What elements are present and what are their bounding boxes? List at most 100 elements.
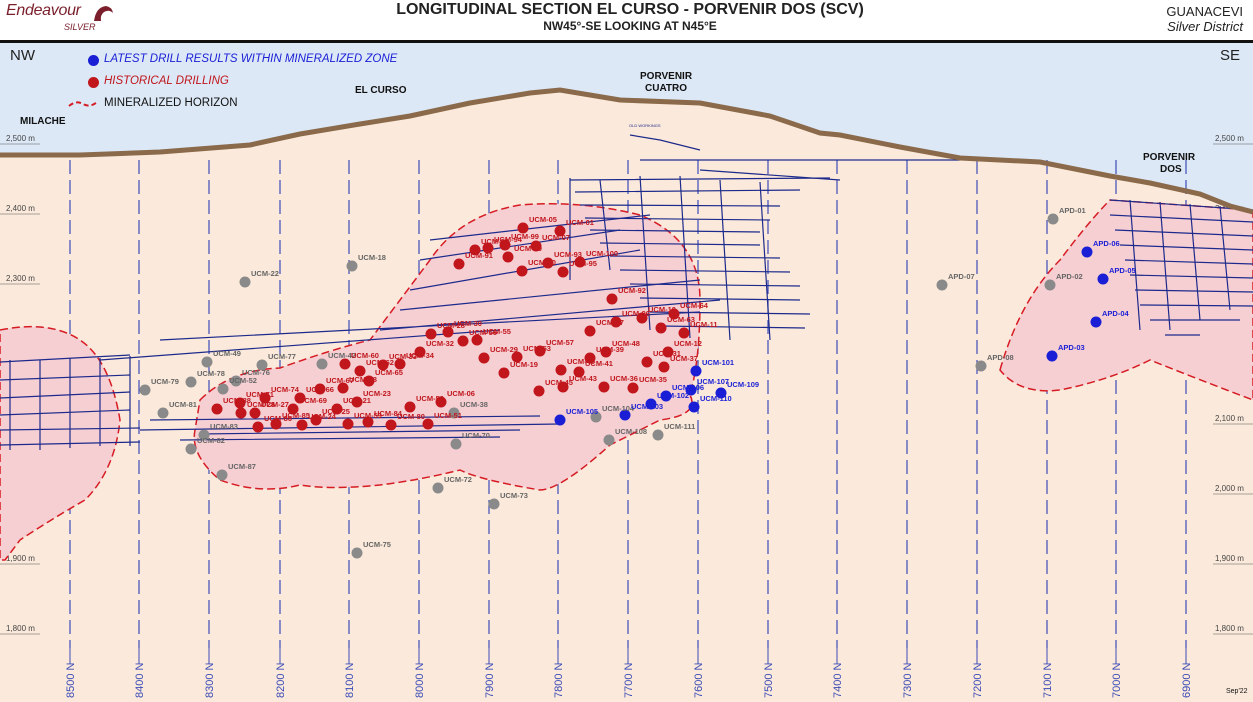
historical-drill-hole[interactable]	[339, 358, 351, 370]
latest-drill-hole[interactable]	[645, 398, 657, 410]
historical-drill-hole[interactable]	[453, 258, 465, 270]
historical-drill-hole[interactable]	[600, 346, 612, 358]
historical-drill-hole[interactable]	[606, 293, 618, 305]
latest-drill-hole[interactable]	[660, 390, 672, 402]
barren-drill-hole[interactable]	[157, 407, 169, 419]
historical-drill-hole[interactable]	[482, 242, 494, 254]
historical-drill-hole[interactable]	[294, 392, 306, 404]
historical-drill-hole[interactable]	[627, 382, 639, 394]
latest-drill-hole[interactable]	[688, 401, 700, 413]
historical-drill-hole[interactable]	[668, 308, 680, 320]
historical-drill-hole[interactable]	[310, 414, 322, 426]
latest-drill-hole[interactable]	[1090, 316, 1102, 328]
historical-drill-hole[interactable]	[259, 392, 271, 404]
historical-drill-hole[interactable]	[478, 352, 490, 364]
historical-drill-hole[interactable]	[598, 381, 610, 393]
historical-drill-hole[interactable]	[457, 335, 469, 347]
barren-drill-hole[interactable]	[590, 411, 602, 423]
historical-drill-hole[interactable]	[234, 397, 246, 409]
historical-drill-hole[interactable]	[498, 367, 510, 379]
historical-drill-hole[interactable]	[516, 265, 528, 277]
historical-drill-hole[interactable]	[511, 351, 523, 363]
barren-drill-hole[interactable]	[975, 360, 987, 372]
historical-drill-hole[interactable]	[351, 396, 363, 408]
historical-drill-hole[interactable]	[655, 322, 667, 334]
latest-drill-hole[interactable]	[1046, 350, 1058, 362]
historical-drill-hole[interactable]	[331, 403, 343, 415]
historical-drill-hole[interactable]	[314, 383, 326, 395]
historical-drill-hole[interactable]	[658, 361, 670, 373]
historical-drill-hole[interactable]	[557, 381, 569, 393]
barren-drill-hole[interactable]	[448, 407, 460, 419]
barren-drill-hole[interactable]	[216, 469, 228, 481]
latest-drill-hole[interactable]	[715, 387, 727, 399]
historical-drill-hole[interactable]	[414, 346, 426, 358]
barren-drill-hole[interactable]	[230, 375, 242, 387]
historical-drill-hole[interactable]	[287, 403, 299, 415]
barren-drill-hole[interactable]	[185, 376, 197, 388]
historical-drill-hole[interactable]	[554, 225, 566, 237]
latest-drill-hole[interactable]	[619, 409, 631, 421]
barren-drill-hole[interactable]	[217, 383, 229, 395]
historical-drill-hole[interactable]	[442, 326, 454, 338]
historical-drill-hole[interactable]	[557, 266, 569, 278]
historical-drill-hole[interactable]	[404, 401, 416, 413]
latest-drill-hole[interactable]	[1081, 246, 1093, 258]
historical-drill-hole[interactable]	[471, 334, 483, 346]
historical-drill-hole[interactable]	[252, 421, 264, 433]
historical-drill-hole[interactable]	[422, 418, 434, 430]
barren-drill-hole[interactable]	[256, 359, 268, 371]
barren-drill-hole[interactable]	[239, 276, 251, 288]
historical-drill-hole[interactable]	[678, 327, 690, 339]
historical-drill-hole[interactable]	[377, 359, 389, 371]
barren-drill-hole[interactable]	[652, 429, 664, 441]
barren-drill-hole[interactable]	[1047, 213, 1059, 225]
historical-drill-hole[interactable]	[342, 418, 354, 430]
historical-drill-hole[interactable]	[337, 382, 349, 394]
barren-drill-hole[interactable]	[185, 443, 197, 455]
historical-drill-hole[interactable]	[296, 419, 308, 431]
historical-drill-hole[interactable]	[534, 345, 546, 357]
historical-drill-hole[interactable]	[235, 407, 247, 419]
historical-drill-hole[interactable]	[270, 418, 282, 430]
historical-drill-hole[interactable]	[499, 239, 511, 251]
latest-drill-hole[interactable]	[685, 384, 697, 396]
barren-drill-hole[interactable]	[936, 279, 948, 291]
barren-drill-hole[interactable]	[603, 434, 615, 446]
historical-drill-hole[interactable]	[610, 316, 622, 328]
historical-drill-hole[interactable]	[425, 328, 437, 340]
barren-drill-hole[interactable]	[316, 358, 328, 370]
historical-drill-hole[interactable]	[542, 257, 554, 269]
historical-drill-hole[interactable]	[662, 346, 674, 358]
barren-drill-hole[interactable]	[351, 547, 363, 559]
latest-drill-hole[interactable]	[554, 414, 566, 426]
historical-drill-hole[interactable]	[249, 407, 261, 419]
barren-drill-hole[interactable]	[198, 429, 210, 441]
historical-drill-hole[interactable]	[517, 222, 529, 234]
historical-drill-hole[interactable]	[354, 365, 366, 377]
barren-drill-hole[interactable]	[346, 260, 358, 272]
historical-drill-hole[interactable]	[362, 416, 374, 428]
historical-drill-hole[interactable]	[574, 256, 586, 268]
barren-drill-hole[interactable]	[1044, 279, 1056, 291]
historical-drill-hole[interactable]	[394, 358, 406, 370]
historical-drill-hole[interactable]	[435, 396, 447, 408]
historical-drill-hole[interactable]	[502, 251, 514, 263]
barren-drill-hole[interactable]	[201, 356, 213, 368]
barren-drill-hole[interactable]	[488, 498, 500, 510]
historical-drill-hole[interactable]	[555, 364, 567, 376]
historical-drill-hole[interactable]	[363, 375, 375, 387]
latest-drill-hole[interactable]	[1097, 273, 1109, 285]
historical-drill-hole[interactable]	[584, 325, 596, 337]
historical-drill-hole[interactable]	[533, 385, 545, 397]
historical-drill-hole[interactable]	[211, 403, 223, 415]
historical-drill-hole[interactable]	[530, 240, 542, 252]
historical-drill-hole[interactable]	[469, 244, 481, 256]
latest-drill-hole[interactable]	[690, 365, 702, 377]
historical-drill-hole[interactable]	[584, 352, 596, 364]
barren-drill-hole[interactable]	[432, 482, 444, 494]
historical-drill-hole[interactable]	[636, 312, 648, 324]
historical-drill-hole[interactable]	[573, 366, 585, 378]
historical-drill-hole[interactable]	[641, 356, 653, 368]
historical-drill-hole[interactable]	[385, 419, 397, 431]
